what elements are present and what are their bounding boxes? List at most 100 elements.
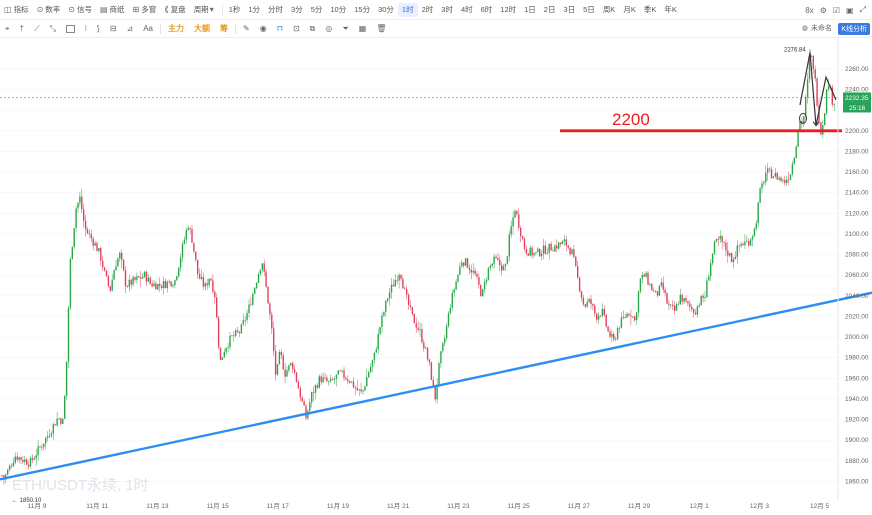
camera-icon[interactable]: ▣ [846,5,854,15]
signal-button[interactable]: ⊙ 信号 [64,0,96,20]
interval-4[interactable]: 5分 [310,5,323,14]
candle-body [742,243,744,246]
candle-body [615,339,617,341]
interval-0[interactable]: 1秒 [228,5,241,14]
interval-16[interactable]: 3日 [563,5,576,14]
candle-body [451,292,453,308]
line-tool[interactable]: ⟋ [29,20,45,38]
interval-21[interactable]: 年K [664,5,677,14]
interval-7[interactable]: 30分 [378,5,394,14]
candle-body [383,312,385,316]
candle-body [217,317,220,348]
candle-body [814,69,816,79]
crosshair-tool[interactable]: † [15,20,29,38]
candle-body [407,294,410,306]
candle-body [358,389,360,391]
paper-button[interactable]: ▤ 商纸 [96,0,129,20]
candle-body [102,260,104,268]
k-analysis-button[interactable]: K线分析 [838,23,870,35]
interval-3[interactable]: 3分 [291,5,303,14]
candle-body [654,290,657,292]
replay-button[interactable]: ⟪ 复盘 [160,0,189,20]
paper-icon: ▤ [99,5,108,14]
interval-18[interactable]: 周K [602,5,616,14]
interval-11[interactable]: 4时 [460,5,473,14]
interval-13[interactable]: 12时 [500,5,517,14]
candle-body [88,233,91,235]
y-tick-label: 2060.00 [845,272,869,279]
interval-17[interactable]: 5日 [583,5,595,14]
layout-status[interactable]: ◍ 未命名 [802,23,832,33]
ruler-tool[interactable]: ⊿ [122,20,139,38]
candle-body [138,276,140,278]
visible-tool[interactable]: ◉ [255,20,272,38]
fullscreen-icon[interactable]: ⤢ [859,5,866,14]
candle-body [261,263,263,270]
brush-icon: ⦚ [84,23,87,33]
candle-body [301,397,303,402]
pattern-tool[interactable]: ⟆ [92,20,105,38]
interval-1[interactable]: 1分 [248,5,261,14]
text-tool[interactable]: Aa [143,24,153,33]
copy-tool[interactable]: ⧉ [305,20,321,38]
candle-body [440,351,442,364]
candle-body [368,372,370,378]
candle-body [795,146,797,158]
candle-body [157,283,159,290]
interval-20[interactable]: 季K [643,5,657,14]
candle-body [280,351,282,356]
price-chart[interactable]: ETH/USDT永续, 1时 2200 2276.84 ← 1850.10 1860… [0,38,872,515]
interval-2[interactable]: 分时 [268,5,284,14]
candle-body [746,241,748,242]
zoom-level[interactable]: 8x [805,5,814,15]
countdown-value: 25:16 [849,105,866,112]
candle-body [594,305,596,314]
magnet-tool[interactable]: ⊓ [272,20,288,38]
rect-tool[interactable] [61,20,80,38]
interval-8[interactable]: 1时 [397,2,418,17]
candle-body [596,313,598,320]
candle-body [499,259,501,266]
object-tree-tool[interactable]: ▦ [354,20,372,38]
interval-12[interactable]: 6时 [480,5,493,14]
chips-button[interactable]: 筹 [220,24,228,33]
candle-body [160,286,163,289]
interval-10[interactable]: 3时 [441,5,453,14]
candle-body [613,334,615,340]
interval-9[interactable]: 2时 [421,5,434,14]
large-order-button[interactable]: 大额 [194,24,210,33]
candle-body [366,377,368,387]
rate-label: 数率 [45,5,61,14]
indicators-button[interactable]: ◫ 指标 [0,0,33,20]
candle-body [356,388,358,390]
settings-icon[interactable]: ⚙ [819,5,827,15]
candle-body [149,277,151,284]
interval-5[interactable]: 10分 [330,5,347,14]
main-force-button[interactable]: 主力 [168,24,184,33]
candle-body [48,435,51,437]
filter-tool[interactable]: ⏷ [337,20,353,38]
candle-body [185,229,187,240]
candle-body [107,276,110,286]
rate-button[interactable]: ⊙ 数率 [33,0,65,20]
cursor-tool[interactable]: ⌖ [0,20,15,38]
draw-tool[interactable]: ✎ [238,20,255,38]
measure-tool[interactable]: ⊟ [105,20,122,38]
interval-14[interactable]: 1日 [524,5,536,14]
interval-15[interactable]: 2日 [543,5,556,14]
candle-body [713,241,716,254]
brush-tool[interactable]: ⦚ [80,20,92,38]
candle-body [90,234,92,239]
hide-tool[interactable]: ◎ [320,20,337,38]
multi-window-button[interactable]: ⊞ 多窗 [129,0,161,20]
period-dropdown[interactable]: 周期 ▾ [190,0,220,20]
candle-body [732,259,735,263]
candle-body [455,281,457,290]
candle-body [660,282,662,286]
interval-6[interactable]: 15分 [354,5,371,14]
interval-19[interactable]: 月K [623,5,636,14]
delete-tool[interactable]: 🗑 [371,20,391,38]
ray-tool[interactable]: ⤡ [45,20,61,38]
checkbox-icon[interactable]: ☑ [832,5,841,15]
lock-tool[interactable]: ⊡ [288,20,305,38]
